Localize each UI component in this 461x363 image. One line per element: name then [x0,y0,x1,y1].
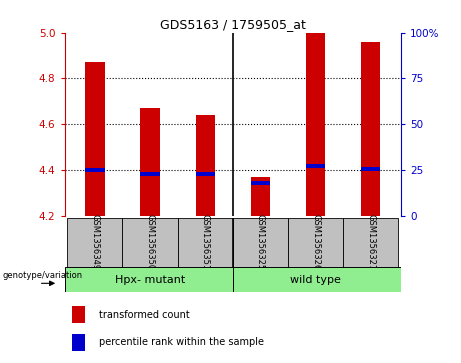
Bar [306,33,325,216]
Text: wild type: wild type [290,274,341,285]
Bar [233,218,288,267]
Bar [361,167,380,171]
Bar [141,172,160,176]
Text: GSM1356351: GSM1356351 [201,214,210,270]
Bar [251,177,270,216]
Text: genotype/variation: genotype/variation [3,271,83,280]
Bar [72,306,85,323]
Bar [343,218,398,267]
Bar [195,172,215,176]
Text: GSM1356327: GSM1356327 [366,214,375,270]
Text: transformed count: transformed count [100,310,190,320]
Bar [306,163,325,168]
Bar [251,181,270,185]
Bar [233,267,401,292]
Text: GSM1356349: GSM1356349 [90,214,100,270]
Title: GDS5163 / 1759505_at: GDS5163 / 1759505_at [160,19,306,32]
Text: Hpx- mutant: Hpx- mutant [115,274,185,285]
Text: GSM1356326: GSM1356326 [311,214,320,270]
Bar [177,218,233,267]
Bar [67,218,123,267]
Bar [361,42,380,216]
Bar [65,267,233,292]
Bar [85,168,105,172]
Bar [123,218,177,267]
Bar [288,218,343,267]
Bar [195,115,215,216]
Bar [72,334,85,351]
Text: percentile rank within the sample: percentile rank within the sample [100,337,265,347]
Bar [141,108,160,216]
Text: GSM1356350: GSM1356350 [146,214,154,270]
Text: GSM1356325: GSM1356325 [256,214,265,270]
Bar [85,62,105,216]
